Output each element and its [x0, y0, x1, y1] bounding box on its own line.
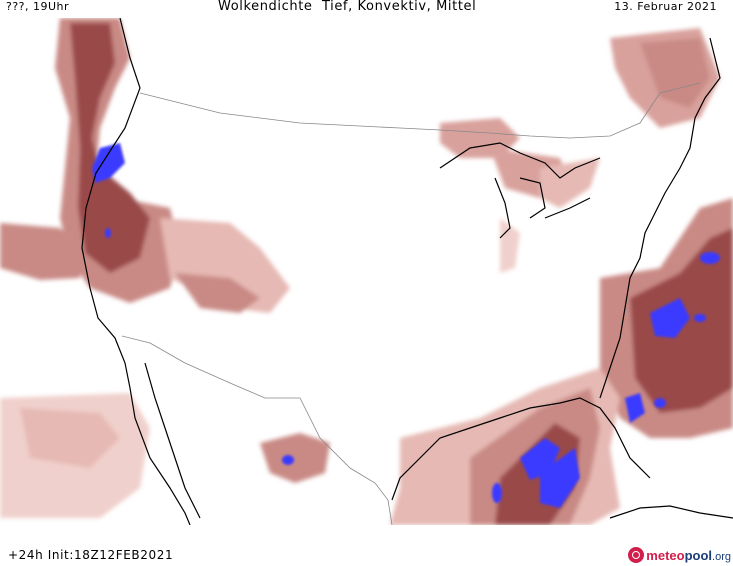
- model-run-label: +24h Init:18Z12FEB2021: [8, 548, 174, 562]
- coastlines: [81, 18, 733, 525]
- logo-mark-icon: [628, 547, 645, 563]
- max-cloud-layer: [92, 143, 720, 508]
- cloud-density-map: [0, 18, 733, 525]
- logo-meteo-text: meteo: [646, 547, 685, 563]
- logo-pool-text: pool: [684, 547, 713, 563]
- map-title: Wolkendichte Tief, Konvektiv, Mittel: [218, 0, 477, 14]
- cloud-layer: [0, 18, 733, 525]
- country-borders: [121, 82, 701, 525]
- logo-org-text: .org: [712, 550, 731, 563]
- valid-time-label: ???, 19Uhr: [6, 0, 70, 13]
- footer: +24h Init:18Z12FEB2021 meteopool.org: [0, 525, 733, 566]
- header: ???, 19Uhr Wolkendichte Tief, Konvektiv,…: [0, 0, 733, 18]
- logo-text: meteopool.org: [646, 548, 731, 563]
- meteopool-logo[interactable]: meteopool.org: [628, 544, 731, 566]
- date-label: 13. Februar 2021: [614, 0, 717, 13]
